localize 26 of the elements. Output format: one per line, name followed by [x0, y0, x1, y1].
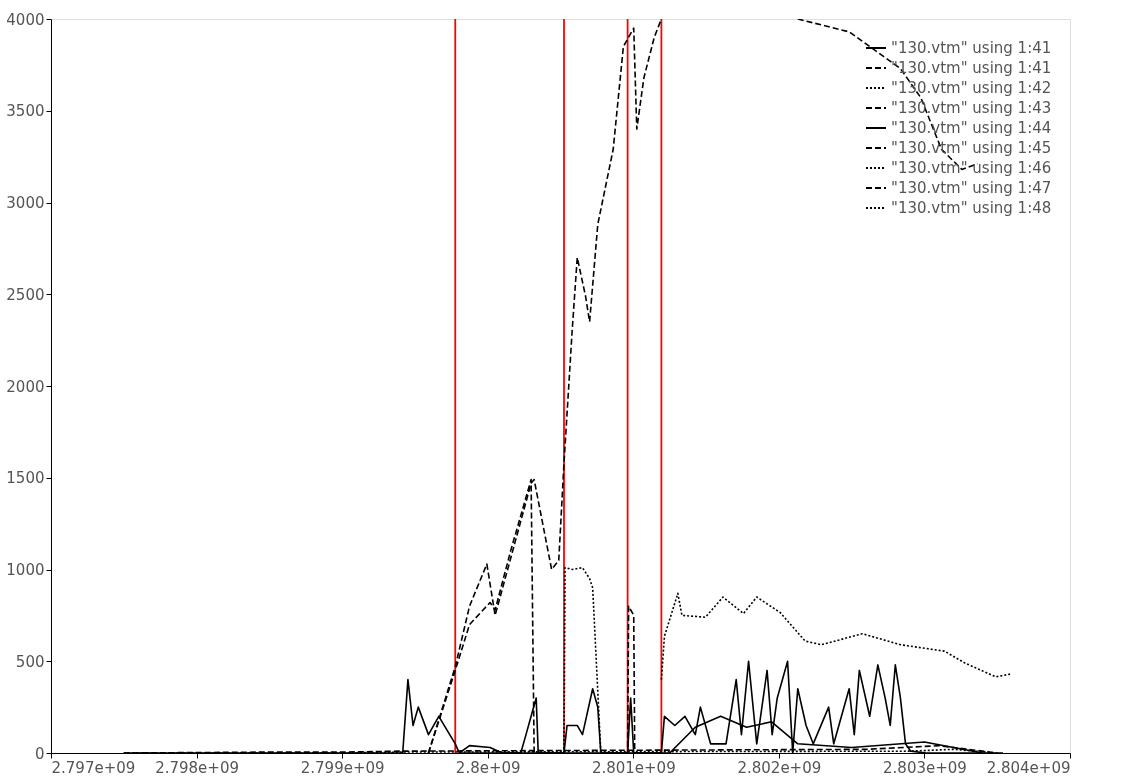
legend-label: "130.vtm" using 1:48: [891, 199, 1052, 217]
legend-label: "130.vtm" using 1:47: [891, 179, 1052, 197]
legend-label: "130.vtm" using 1:42: [891, 79, 1052, 97]
y-tick-label: 0: [34, 744, 45, 763]
legend-label: "130.vtm" using 1:44: [891, 119, 1052, 137]
x-tick-label: 2.801e+09: [591, 758, 676, 777]
x-tick-label: 2.803e+09: [883, 758, 967, 777]
y-tick-label: 3500: [6, 102, 45, 121]
y-tick-label: 4000: [6, 10, 45, 29]
x-tick-label: 2.798e+09: [155, 758, 239, 777]
y-tick-label: 3000: [6, 194, 45, 212]
legend-label: "130.vtm" using 1:43: [891, 99, 1052, 117]
x-tick-label: 2.799e+09: [300, 758, 385, 777]
x-tick-label: 2.804e+09: [986, 758, 1071, 777]
legend-label: "130.vtm" using 1:46: [891, 159, 1052, 177]
x-tick-label: 2.8e+09: [455, 758, 521, 777]
y-tick-label: 1500: [6, 469, 45, 488]
y-tick-label: 2500: [6, 285, 45, 304]
y-tick-label: 1000: [6, 561, 45, 579]
x-tick-label: 2.802e+09: [737, 758, 822, 777]
legend-label: "130.vtm" using 1:41: [891, 39, 1052, 57]
x-tick-label: 2.797e+09: [51, 758, 136, 777]
legend-label: "130.vtm" using 1:45: [891, 139, 1052, 157]
y-tick-label: 2000: [6, 377, 45, 396]
legend-label: "130.vtm" using 1:41: [891, 59, 1052, 77]
y-tick-label: 500: [15, 652, 45, 671]
